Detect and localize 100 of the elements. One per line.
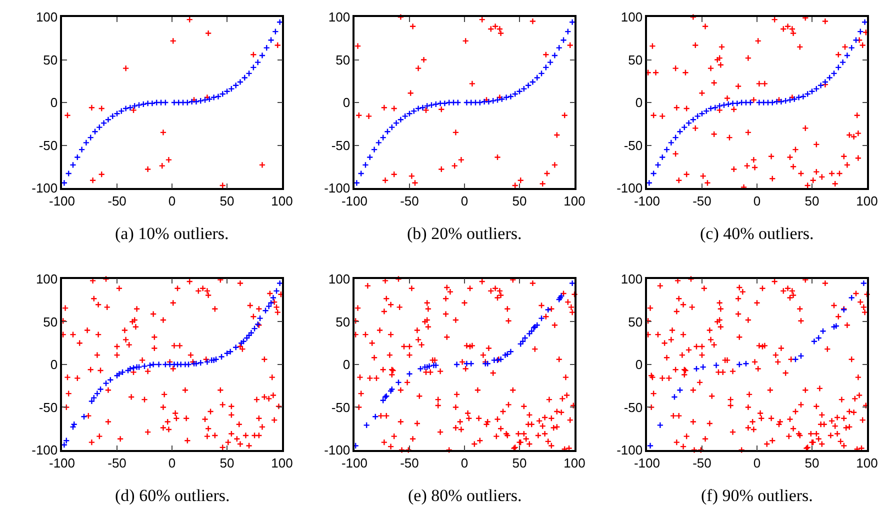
point <box>808 88 816 95</box>
point <box>502 94 510 101</box>
point <box>251 325 258 332</box>
point <box>122 64 130 72</box>
point <box>712 104 719 112</box>
point <box>122 105 130 112</box>
point <box>148 100 156 107</box>
point <box>817 82 824 89</box>
y-tick-label: 50 <box>336 52 350 68</box>
x-tick-label: 100 <box>271 193 293 208</box>
point <box>742 360 750 368</box>
point <box>262 307 269 314</box>
point <box>693 365 700 372</box>
point <box>410 108 418 114</box>
point <box>192 360 200 368</box>
point <box>197 97 204 104</box>
x-tick-label: 0 <box>168 193 176 208</box>
point <box>406 110 413 118</box>
point <box>484 360 492 368</box>
point <box>119 368 126 376</box>
point <box>130 106 137 114</box>
point <box>551 162 558 168</box>
point <box>734 100 741 107</box>
point <box>519 338 526 345</box>
point <box>528 328 536 335</box>
point <box>160 129 167 136</box>
point <box>462 38 470 44</box>
point <box>246 332 252 339</box>
point <box>268 36 274 44</box>
point <box>414 105 422 112</box>
point <box>204 30 212 37</box>
point <box>78 146 86 153</box>
y-tick-label: -100 <box>32 442 58 458</box>
point <box>452 129 460 136</box>
point <box>65 170 72 177</box>
point <box>485 98 492 106</box>
y-tick-label: 100 <box>328 10 350 25</box>
y-tick-label: -50 <box>38 400 58 415</box>
point <box>815 334 822 342</box>
point <box>107 376 114 384</box>
point <box>720 102 728 108</box>
point <box>254 58 262 66</box>
point <box>365 112 372 120</box>
point <box>372 413 379 420</box>
point <box>848 294 855 302</box>
point <box>561 112 568 119</box>
point <box>551 52 558 59</box>
point <box>124 367 132 374</box>
point <box>566 42 574 49</box>
point <box>860 280 868 287</box>
point <box>88 104 96 112</box>
point <box>504 350 511 358</box>
point <box>822 78 829 86</box>
point <box>263 44 270 52</box>
point <box>856 28 864 35</box>
point <box>272 28 279 35</box>
point <box>246 70 252 77</box>
point <box>432 362 440 369</box>
point <box>516 88 523 95</box>
point <box>729 100 736 107</box>
y-tick-label: 50 <box>628 314 643 330</box>
point <box>646 442 654 450</box>
point <box>812 85 820 92</box>
point <box>756 99 763 106</box>
point <box>768 99 776 106</box>
point <box>428 102 435 108</box>
point <box>424 102 430 110</box>
point <box>182 361 189 368</box>
point <box>146 362 154 369</box>
point <box>407 90 414 97</box>
point <box>80 413 88 420</box>
point <box>795 94 802 101</box>
point <box>446 99 452 106</box>
point <box>232 344 240 351</box>
point <box>406 370 413 378</box>
point <box>476 99 484 106</box>
point <box>786 96 794 104</box>
point <box>488 26 494 32</box>
point <box>830 323 838 330</box>
x-tick-label: 100 <box>564 193 586 208</box>
point <box>792 356 799 363</box>
point <box>224 88 230 95</box>
point <box>150 361 157 368</box>
point <box>554 132 560 138</box>
point <box>654 162 662 168</box>
point <box>700 364 706 370</box>
point <box>451 162 458 170</box>
point <box>742 99 750 106</box>
y-tick-label: -100 <box>324 180 350 196</box>
point <box>778 98 785 106</box>
point <box>676 386 684 394</box>
point <box>188 98 196 106</box>
point <box>494 154 501 161</box>
y-tick-label: 0 <box>342 357 350 372</box>
point <box>238 340 245 347</box>
point <box>483 96 490 104</box>
point <box>556 44 563 52</box>
point <box>671 394 678 400</box>
point <box>155 361 162 368</box>
point <box>104 116 112 124</box>
